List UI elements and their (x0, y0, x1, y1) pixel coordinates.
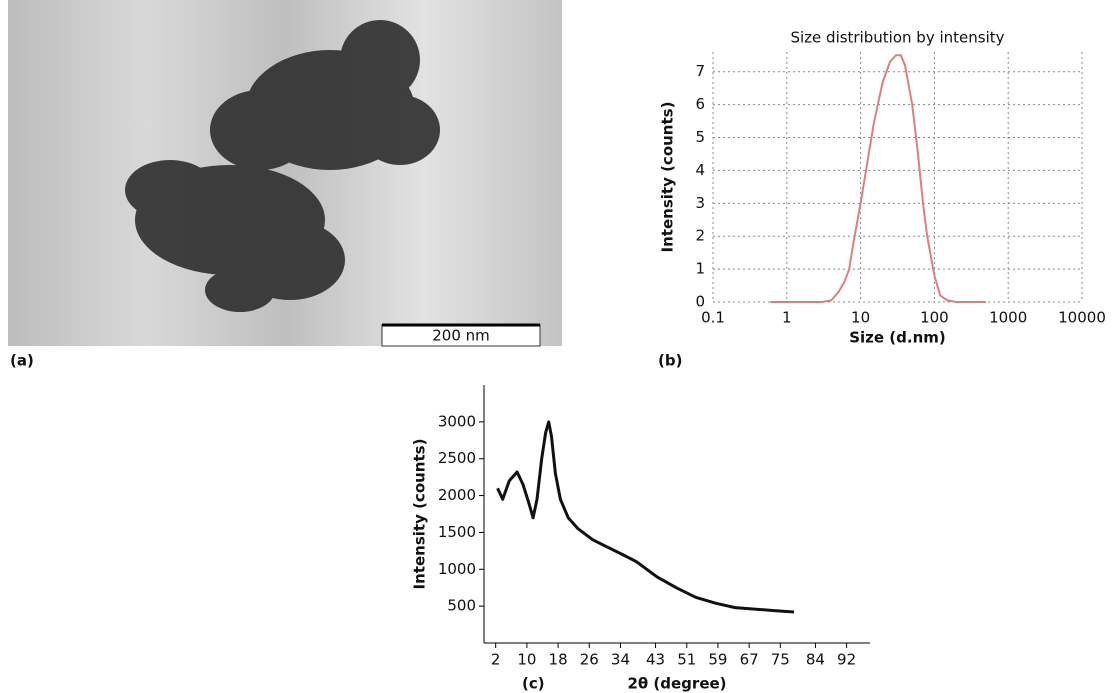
y-axis-label: Intensity (counts) (411, 439, 429, 590)
scale-bar-label: 200 nm (432, 327, 490, 345)
x-tick-label: 34 (611, 651, 630, 669)
x-tick-label: 1 (782, 309, 792, 327)
y-tick-label: 2500 (438, 449, 476, 467)
x-tick-label: 43 (646, 651, 665, 669)
y-tick-label: 4 (695, 161, 705, 179)
y-tick-label: 3 (695, 194, 705, 212)
y-axis-label: Intensity (counts) (659, 102, 677, 253)
x-tick-label: 84 (806, 651, 825, 669)
x-tick-label: 75 (771, 651, 790, 669)
x-tick-label: 92 (837, 651, 856, 669)
data-line (770, 54, 986, 303)
x-axis-label: 2θ (degree) (627, 675, 726, 693)
chart-title: Size distribution by intensity (790, 29, 1004, 47)
x-tick-label: 1000 (989, 309, 1027, 327)
y-tick-label: 1 (695, 260, 705, 278)
panel-label: (c) (522, 675, 545, 693)
x-tick-label: 10 (851, 309, 870, 327)
x-tick-label: 67 (740, 651, 759, 669)
x-axis-label: Size (d.nm) (849, 329, 946, 347)
y-tick-label: 2 (695, 227, 705, 245)
y-tick-label: 1000 (438, 560, 476, 578)
x-tick-label: 100 (920, 309, 949, 327)
y-tick-label: 0 (695, 293, 705, 311)
x-tick-label: 59 (708, 651, 727, 669)
x-tick-label: 10 (517, 651, 536, 669)
y-tick-label: 5 (695, 128, 705, 146)
x-tick-label: 0.1 (701, 309, 725, 327)
y-tick-label: 3000 (438, 412, 476, 430)
y-tick-label: 2000 (438, 486, 476, 504)
y-tick-label: 6 (695, 95, 705, 113)
panel-label: (b) (658, 352, 682, 370)
x-tick-label: 2 (491, 651, 501, 669)
y-tick-label: 500 (447, 597, 476, 615)
x-tick-label: 10000 (1058, 309, 1106, 327)
y-tick-label: 7 (695, 62, 705, 80)
panel-label: (a) (10, 352, 34, 370)
data-line (496, 420, 795, 614)
x-tick-label: 18 (549, 651, 568, 669)
x-tick-label: 26 (580, 651, 599, 669)
y-tick-label: 1500 (438, 523, 476, 541)
x-tick-label: 51 (677, 651, 696, 669)
tem-image: 200 nm (a) (8, 0, 562, 370)
